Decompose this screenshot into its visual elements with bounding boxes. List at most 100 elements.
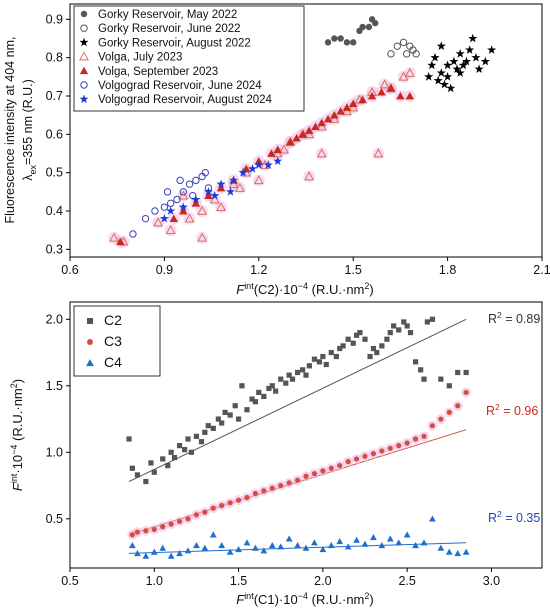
data-point-series-1 [362,453,368,459]
data-point-series-6 [178,202,188,212]
data-point-series-3 [316,121,327,131]
data-point-series-0 [316,359,323,365]
data-point-series-0 [362,336,368,342]
data-point-series-2 [436,41,446,51]
data-point-series-2 [427,60,437,70]
data-point-series-4 [330,111,339,119]
data-point-series-2 [226,548,234,555]
data-point-series-1 [227,500,233,506]
data-point-series-1 [219,502,225,509]
legend-marker-1 [80,24,88,32]
legend-marker-6 [79,94,89,104]
data-point-series-0 [365,23,373,31]
data-point-series-0 [320,353,326,360]
data-point-series-1 [303,473,309,479]
chart-bottom: 0.5 1.0 1.5 2.0 2.5 3.0 0.5 1.0 1.5 2.0 C2 C3 C4 R… [9,301,543,607]
data-point-series-4 [169,214,178,222]
data-point-series-1 [387,50,395,58]
x-tick-label: 1.2 [250,263,267,277]
data-point-series-6 [159,213,169,223]
x-tick-label: 2.0 [314,574,331,588]
data-point-series-1 [337,462,343,469]
data-point-series-1 [278,482,284,489]
data-point-series-0 [129,465,135,471]
data-point-series-3 [209,194,220,204]
data-point-series-4 [405,91,414,100]
data-point-series-0 [396,327,402,333]
data-point-series-1 [455,403,461,409]
data-point-series-2 [378,542,386,549]
data-point-series-1 [235,497,242,503]
data-point-series-2 [277,543,285,550]
data-point-series-2 [487,45,497,54]
data-point-series-1 [379,448,385,454]
data-point-series-4 [311,122,320,130]
data-point-series-2 [454,549,462,557]
x-tick-label: 1.5 [345,263,362,277]
legend-bottom: C2 C3 C4 [73,305,161,377]
data-point-series-2 [176,549,183,557]
data-point-series-2 [403,531,411,538]
y-axis-top: 0.3 0.4 0.5 0.6 0.7 0.8 0.9 [46,12,70,256]
data-point-series-0 [176,443,183,449]
data-point-series-2 [209,531,217,538]
data-point-series-1 [252,490,259,497]
data-point-series-0 [235,416,242,422]
data-point-series-0 [151,469,157,475]
data-point-series-3 [316,148,327,158]
data-point-series-2 [465,45,475,54]
y-tick-label: 0.4 [46,204,63,218]
data-point-series-1 [393,42,401,50]
legend-marker-0 [87,318,93,324]
data-point-series-3 [304,129,315,139]
data-point-series-2 [353,536,360,543]
data-point-series-4 [179,206,188,215]
legend-label-1: Gorky Reservoir, June 2022 [98,23,241,35]
x-tick-label: 1.5 [230,574,247,588]
data-point-series-6 [203,187,214,196]
data-point-series-4 [367,91,377,100]
data-point-series-4 [396,91,405,100]
r2-annotation-c4: R2 = 0.35 [488,509,540,525]
legend-label-0: Gorky Reservoir, May 2022 [98,9,237,21]
data-point-series-0 [323,361,329,368]
data-point-series-0 [429,316,436,322]
data-point-series-3 [216,201,227,211]
data-point-series-0 [244,407,250,413]
data-point-series-2 [443,60,453,70]
data-point-series-0 [379,343,385,349]
data-point-series-1 [438,416,444,422]
legend-label-4: Volga, September 2023 [98,66,218,78]
data-point-series-0 [289,376,296,382]
data-point-series-0 [232,403,238,409]
data-point-series-4 [116,237,125,245]
data-point-series-2 [433,75,443,85]
data-point-series-1 [320,468,326,474]
data-point-series-1 [412,436,419,442]
data-point-series-2 [395,539,403,546]
legend-label-1: C3 [104,333,122,349]
data-point-series-2 [159,544,167,551]
points-bottom [126,316,472,559]
data-point-series-5 [179,188,187,196]
data-point-series-0 [278,376,284,382]
data-point-series-0 [134,472,141,478]
data-point-series-4 [336,107,345,115]
data-point-series-2 [424,72,434,81]
data-point-series-6 [191,194,201,204]
data-point-series-3 [197,205,208,215]
data-point-series-5 [141,214,150,223]
data-point-series-4 [342,103,352,111]
data-point-series-0 [387,329,393,336]
data-point-series-5 [151,207,159,215]
data-point-series-0 [160,456,166,462]
data-point-series-2 [218,542,226,549]
data-point-series-5 [185,180,194,188]
legend-marker-0 [80,10,88,18]
data-point-series-2 [461,56,472,66]
data-point-series-0 [171,455,178,461]
data-point-series-0 [328,349,334,356]
legend-top: Gorky Reservoir, May 2022 Gorky Reservoir… [73,5,305,112]
data-point-series-1 [387,445,393,451]
data-point-series-2 [193,542,200,549]
